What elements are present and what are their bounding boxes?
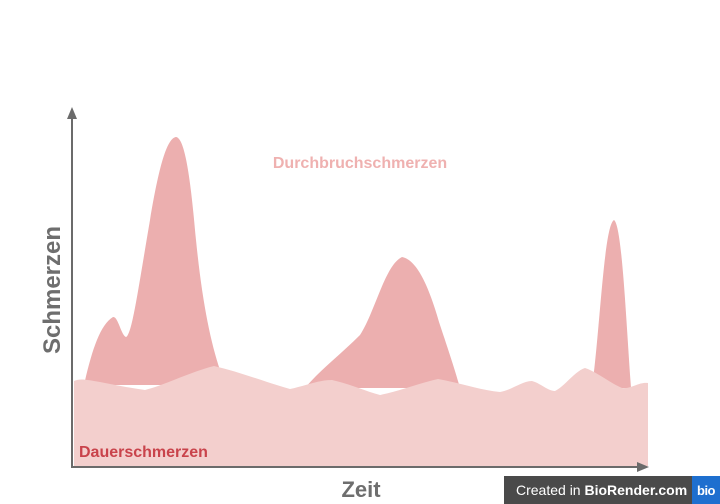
- x-axis-label: Zeit: [341, 477, 381, 502]
- badge-brand: BioRender.com: [584, 482, 688, 498]
- x-axis-arrowhead: [637, 462, 649, 472]
- y-axis-label: Schmerzen: [39, 226, 66, 354]
- biorender-logo-icon: bio: [692, 476, 720, 504]
- breakthrough-peak-1: [84, 137, 225, 385]
- y-axis-arrowhead: [67, 107, 77, 119]
- x-axis: [72, 462, 649, 472]
- biorender-badge[interactable]: Created in BioRender.com bio: [504, 476, 720, 504]
- y-axis: [67, 107, 77, 468]
- breakthrough-peak-2: [305, 257, 460, 388]
- baseline-pain-label: Dauerschmerzen: [79, 444, 208, 461]
- badge-prefix: Created in: [516, 482, 585, 498]
- breakthrough-pain-label: Durchbruchschmerzen: [273, 155, 447, 172]
- breakthrough-peak-3: [592, 220, 631, 388]
- badge-text: Created in BioRender.com: [504, 482, 692, 498]
- baseline-pain-area: [74, 366, 648, 466]
